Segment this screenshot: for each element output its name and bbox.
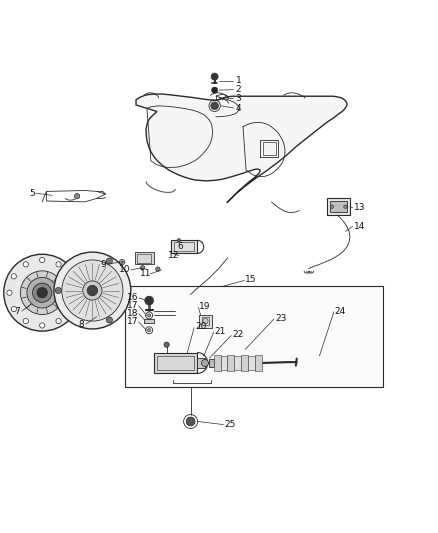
Circle shape: [11, 306, 17, 312]
Circle shape: [203, 318, 208, 324]
Circle shape: [186, 417, 195, 426]
Text: 22: 22: [232, 330, 244, 339]
Text: 21: 21: [215, 327, 226, 336]
Text: 10: 10: [120, 265, 131, 274]
Text: 16: 16: [127, 294, 139, 302]
Circle shape: [106, 317, 113, 323]
Text: 13: 13: [353, 203, 365, 212]
Circle shape: [74, 193, 80, 199]
Bar: [208, 359, 214, 367]
Bar: [125, 286, 383, 386]
Circle shape: [177, 239, 180, 242]
Circle shape: [72, 290, 78, 295]
Circle shape: [201, 359, 208, 367]
Text: 9: 9: [100, 260, 106, 269]
Text: 5: 5: [29, 189, 35, 198]
Text: 12: 12: [167, 251, 179, 260]
Bar: [135, 252, 153, 264]
Circle shape: [56, 262, 61, 267]
Bar: [199, 314, 212, 328]
Bar: [241, 354, 248, 372]
Bar: [330, 201, 347, 212]
Bar: [248, 356, 255, 370]
Text: 25: 25: [224, 420, 236, 429]
Circle shape: [7, 290, 12, 295]
Text: 6: 6: [177, 243, 183, 252]
Bar: [263, 142, 276, 155]
Text: 7: 7: [14, 306, 20, 316]
Text: 19: 19: [199, 302, 211, 311]
Text: 17: 17: [127, 318, 139, 326]
Circle shape: [330, 205, 334, 208]
Text: 3: 3: [236, 94, 241, 103]
Bar: [153, 352, 197, 374]
Circle shape: [211, 102, 219, 110]
Bar: [214, 354, 221, 372]
Circle shape: [344, 205, 347, 208]
Text: 20: 20: [195, 322, 206, 331]
Circle shape: [32, 283, 52, 302]
Bar: [234, 356, 241, 370]
Circle shape: [68, 306, 73, 312]
Polygon shape: [136, 94, 347, 203]
Text: 18: 18: [127, 309, 139, 318]
Circle shape: [27, 277, 57, 308]
Circle shape: [211, 73, 218, 80]
Circle shape: [37, 287, 47, 298]
Circle shape: [212, 87, 218, 93]
Text: 17: 17: [127, 301, 139, 310]
Text: 2: 2: [236, 85, 241, 94]
Circle shape: [87, 285, 98, 296]
Circle shape: [56, 318, 61, 324]
Circle shape: [106, 258, 113, 264]
Text: 23: 23: [275, 313, 286, 322]
Circle shape: [141, 265, 145, 270]
Circle shape: [55, 287, 61, 294]
Circle shape: [121, 261, 124, 263]
Text: 8: 8: [78, 320, 84, 329]
Text: 4: 4: [236, 103, 241, 112]
Circle shape: [11, 274, 17, 279]
Bar: [227, 354, 234, 372]
Bar: [327, 198, 350, 215]
Bar: [138, 254, 151, 263]
Circle shape: [68, 274, 73, 279]
Text: 11: 11: [140, 269, 151, 278]
Text: 24: 24: [335, 306, 346, 316]
Text: 15: 15: [245, 275, 257, 284]
Circle shape: [62, 260, 123, 321]
Circle shape: [164, 342, 169, 348]
Circle shape: [148, 313, 151, 317]
Bar: [255, 354, 262, 372]
Bar: [201, 317, 209, 326]
Circle shape: [20, 271, 64, 314]
Circle shape: [148, 319, 151, 323]
Circle shape: [148, 328, 151, 332]
Circle shape: [39, 323, 45, 328]
Bar: [157, 356, 194, 370]
Circle shape: [54, 252, 131, 329]
Circle shape: [39, 257, 45, 263]
Bar: [171, 240, 197, 253]
Text: 14: 14: [353, 222, 365, 231]
Bar: [221, 356, 227, 370]
Circle shape: [145, 296, 153, 305]
Circle shape: [155, 267, 160, 271]
Circle shape: [4, 254, 81, 331]
Circle shape: [23, 318, 28, 324]
Circle shape: [83, 281, 102, 300]
Bar: [174, 243, 194, 251]
Text: 1: 1: [236, 76, 241, 85]
Circle shape: [23, 262, 28, 267]
Bar: [145, 319, 154, 323]
Bar: [197, 358, 205, 368]
